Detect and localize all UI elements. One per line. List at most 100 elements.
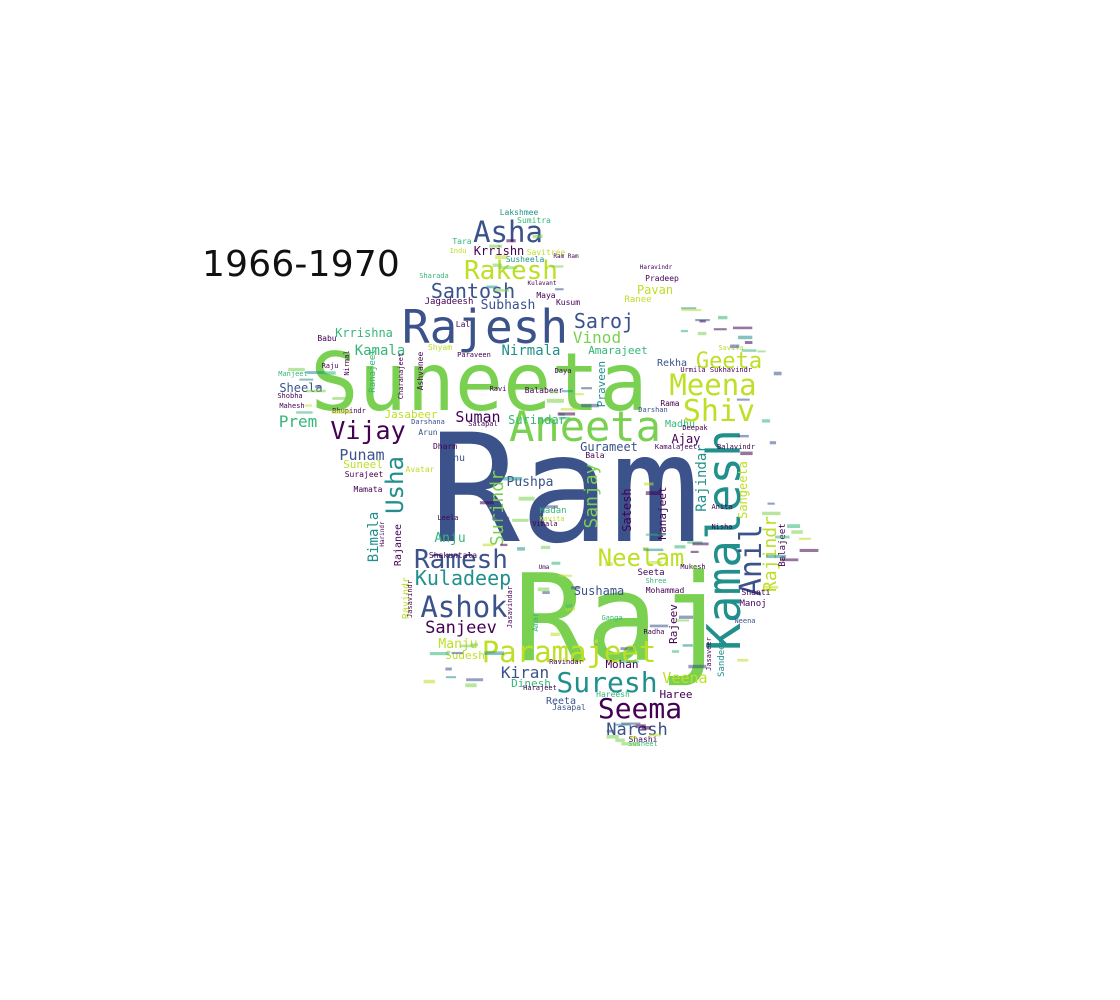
cloud-word: Sanjay bbox=[581, 463, 602, 528]
filler-word-mark bbox=[787, 524, 801, 528]
filler-word-mark bbox=[581, 387, 592, 390]
filler-word-mark bbox=[492, 263, 502, 267]
cloud-word: Dharm bbox=[433, 442, 457, 451]
cloud-word: Krrishna bbox=[335, 326, 393, 340]
filler-word-mark bbox=[551, 561, 561, 565]
cloud-word: Balajeet bbox=[778, 523, 788, 566]
cloud-word: Balavindr bbox=[717, 443, 755, 451]
filler-word-mark bbox=[296, 411, 313, 414]
cloud-word: Prem bbox=[279, 412, 318, 431]
cloud-word: Vimala bbox=[532, 520, 557, 528]
cloud-word: Nisha bbox=[711, 523, 732, 531]
cloud-word: Shashi bbox=[629, 735, 658, 744]
cloud-word: Jasaveer bbox=[705, 637, 713, 671]
cloud-word: Indu bbox=[450, 247, 467, 255]
cloud-word: Harindr bbox=[379, 521, 386, 547]
cloud-word: Ram Ram bbox=[553, 253, 579, 260]
cloud-word: Mamata bbox=[354, 485, 383, 494]
cloud-word: Bimala bbox=[366, 512, 382, 563]
filler-word-mark bbox=[649, 733, 661, 737]
cloud-word: Gurameet bbox=[580, 440, 638, 454]
cloud-word: Kamalajeet bbox=[655, 443, 697, 451]
filler-word-mark bbox=[493, 289, 509, 292]
filler-word-mark bbox=[627, 647, 638, 651]
cloud-word: Nirmal bbox=[343, 350, 351, 375]
cloud-word: Amarajeet bbox=[588, 344, 648, 357]
cloud-word: Savitree bbox=[527, 248, 566, 257]
filler-word-mark bbox=[766, 554, 787, 559]
filler-word-mark bbox=[764, 585, 779, 589]
cloud-word: Satapal bbox=[468, 420, 498, 428]
filler-word-mark bbox=[542, 591, 550, 594]
filler-word-mark bbox=[730, 344, 740, 349]
cloud-word: Rajeev bbox=[667, 604, 680, 644]
cloud-word: Surindr bbox=[487, 470, 508, 546]
cloud-word: Sukhavindr bbox=[710, 366, 752, 374]
filler-word-mark bbox=[690, 565, 698, 569]
cloud-word: Lakshmee bbox=[500, 208, 539, 217]
cloud-word: Surindar bbox=[508, 413, 566, 427]
filler-word-mark bbox=[737, 658, 749, 662]
filler-word-mark bbox=[306, 371, 325, 374]
filler-word-mark bbox=[635, 724, 646, 729]
filler-word-mark bbox=[649, 624, 669, 628]
cloud-word: Geeta bbox=[696, 349, 762, 374]
cloud-word: Rajesh bbox=[402, 300, 568, 354]
cloud-word: Rajindr bbox=[760, 516, 781, 592]
filler-word-mark bbox=[682, 644, 693, 647]
cloud-word: Paraveen bbox=[457, 351, 491, 359]
cloud-word: Lal bbox=[456, 320, 471, 329]
filler-word-mark bbox=[517, 547, 525, 551]
filler-word-mark bbox=[315, 385, 322, 388]
cloud-word: Shanti bbox=[742, 588, 771, 597]
cloud-word: Susheel bbox=[628, 740, 658, 748]
filler-word-mark bbox=[629, 736, 637, 739]
cloud-word: Neena bbox=[734, 617, 755, 625]
filler-word-mark bbox=[484, 651, 504, 655]
cloud-word: Uma bbox=[539, 564, 550, 571]
filler-word-mark bbox=[740, 451, 753, 456]
filler-word-mark bbox=[648, 561, 662, 565]
cloud-word: Subhash bbox=[481, 298, 536, 313]
filler-word-mark bbox=[512, 518, 529, 522]
cloud-word: Shyam bbox=[428, 343, 452, 352]
cloud-word: Dinesh bbox=[511, 677, 551, 690]
cloud-word: Maya bbox=[536, 291, 555, 300]
filler-word-mark bbox=[565, 604, 573, 608]
filler-word-mark bbox=[799, 548, 819, 552]
filler-word-mark bbox=[532, 234, 543, 239]
cloud-word: Haravindr bbox=[640, 264, 673, 271]
cloud-word: Ganga bbox=[601, 614, 622, 622]
filler-word-mark bbox=[486, 285, 498, 289]
filler-word-mark bbox=[571, 586, 581, 590]
cloud-word: Darshan bbox=[638, 406, 668, 414]
filler-word-mark bbox=[557, 412, 576, 416]
cloud-word: Usha bbox=[381, 456, 409, 514]
cloud-word: Shree bbox=[645, 577, 666, 585]
cloud-word: Tara bbox=[452, 237, 471, 246]
filler-word-mark bbox=[620, 660, 639, 663]
filler-word-mark bbox=[561, 390, 573, 393]
cloud-word: Suneeta bbox=[310, 336, 647, 429]
cloud-word: Madan bbox=[539, 506, 566, 516]
cloud-word: Nirmala bbox=[501, 343, 560, 359]
filler-word-mark bbox=[558, 416, 571, 420]
filler-word-mark bbox=[605, 562, 613, 566]
filler-word-mark bbox=[761, 419, 771, 423]
filler-word-mark bbox=[528, 573, 547, 577]
cloud-word: Rekha bbox=[657, 358, 687, 369]
filler-word-mark bbox=[621, 722, 641, 725]
filler-word-mark bbox=[489, 244, 503, 248]
cloud-word: Madhu bbox=[665, 419, 695, 430]
cloud-word: Manjeet bbox=[278, 370, 308, 378]
filler-word-mark bbox=[741, 349, 757, 352]
cloud-word: Radha bbox=[643, 628, 664, 636]
filler-word-mark bbox=[769, 441, 777, 445]
filler-word-mark bbox=[699, 320, 706, 323]
cloud-word: Suman bbox=[455, 408, 500, 426]
cloud-word: Harajeet bbox=[523, 684, 557, 692]
filler-word-mark bbox=[773, 371, 782, 376]
cloud-word: Jasavindar bbox=[506, 586, 514, 628]
cloud-word: Sudesh bbox=[445, 649, 485, 662]
filler-word-mark bbox=[606, 729, 615, 733]
